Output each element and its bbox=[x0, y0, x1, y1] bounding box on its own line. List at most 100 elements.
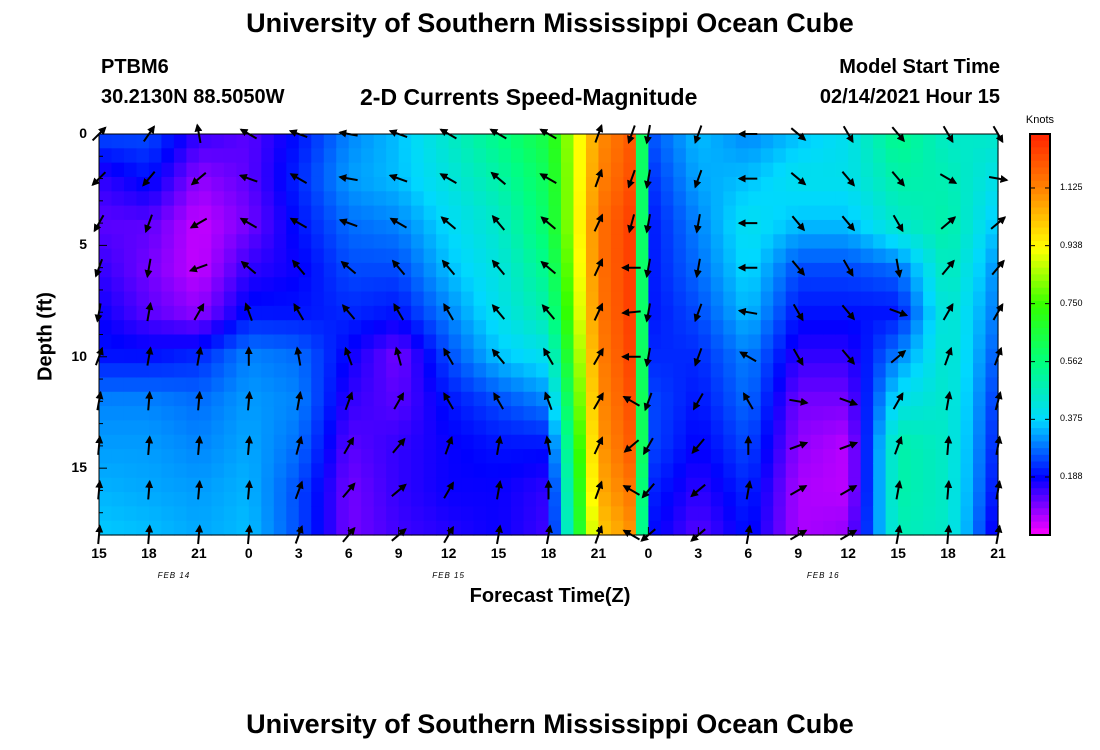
heatmap-cell bbox=[323, 234, 337, 250]
heatmap-cell bbox=[261, 248, 275, 264]
heatmap-cell bbox=[835, 148, 849, 164]
heatmap-cell bbox=[448, 363, 462, 379]
heatmap-cell bbox=[885, 477, 899, 493]
heatmap-cell bbox=[648, 420, 662, 436]
heatmap-cell bbox=[810, 492, 824, 507]
heatmap-cell bbox=[660, 463, 674, 479]
heatmap-cell bbox=[411, 391, 425, 407]
heatmap-cell bbox=[823, 205, 837, 221]
heatmap-cell bbox=[436, 406, 450, 422]
heatmap-cell bbox=[136, 477, 150, 493]
heatmap-cell bbox=[323, 348, 337, 364]
heatmap-cell bbox=[236, 205, 250, 221]
heatmap-cell bbox=[498, 477, 512, 493]
heatmap-cell bbox=[823, 449, 837, 464]
heatmap-cell bbox=[348, 176, 362, 192]
heatmap-cell bbox=[560, 506, 575, 522]
heatmap-cell bbox=[411, 148, 425, 164]
heatmap-cell bbox=[161, 492, 175, 507]
heatmap-cell bbox=[223, 148, 237, 164]
heatmap-cell bbox=[111, 234, 125, 250]
heatmap-cell bbox=[873, 477, 887, 493]
heatmap-cell bbox=[960, 148, 974, 164]
heatmap-cell bbox=[473, 191, 487, 207]
heatmap-cell bbox=[148, 191, 163, 207]
current-arrow bbox=[245, 390, 254, 411]
heatmap-cell bbox=[785, 463, 799, 479]
heatmap-cell bbox=[448, 391, 462, 407]
heatmap-cell bbox=[411, 176, 425, 192]
colorbar-segment bbox=[1030, 474, 1050, 483]
heatmap-cell bbox=[835, 449, 849, 464]
heatmap-cell bbox=[910, 463, 924, 479]
heatmap-cell bbox=[735, 234, 749, 250]
heatmap-cell bbox=[985, 291, 999, 307]
heatmap-cell bbox=[111, 492, 125, 507]
heatmap-cell bbox=[236, 234, 250, 250]
heatmap-cell bbox=[798, 377, 812, 393]
heatmap-cell bbox=[523, 305, 537, 321]
heatmap-cell bbox=[411, 219, 425, 235]
heatmap-cell bbox=[99, 148, 113, 164]
heatmap-cell bbox=[923, 248, 937, 264]
heatmap-cell bbox=[298, 234, 312, 250]
heatmap-cell bbox=[635, 463, 649, 479]
heatmap-cell bbox=[448, 305, 462, 321]
heatmap-cell bbox=[935, 506, 949, 522]
date-label: FEB 14 bbox=[157, 571, 191, 580]
heatmap-cell bbox=[336, 520, 350, 536]
heatmap-cell bbox=[173, 176, 188, 192]
heatmap-cell bbox=[598, 234, 612, 250]
heatmap-cell bbox=[760, 277, 774, 293]
heatmap-cell bbox=[236, 477, 250, 493]
heatmap-cell bbox=[660, 406, 674, 422]
heatmap-cell bbox=[336, 320, 350, 336]
heatmap-cell bbox=[173, 305, 188, 321]
colorbar-segment bbox=[1030, 247, 1050, 255]
heatmap-cell bbox=[685, 334, 699, 350]
current-arrow bbox=[443, 303, 454, 321]
heatmap-cell bbox=[598, 449, 612, 464]
heatmap-cell bbox=[348, 277, 362, 293]
heatmap-cell bbox=[473, 463, 487, 479]
heatmap-cell bbox=[473, 449, 487, 464]
heatmap-cell bbox=[960, 176, 974, 192]
heatmap-cell bbox=[486, 305, 500, 321]
heatmap-cell bbox=[311, 248, 325, 264]
heatmap-cell bbox=[336, 377, 350, 393]
current-arrow bbox=[644, 347, 652, 368]
heatmap-cell bbox=[873, 434, 887, 450]
heatmap-cell bbox=[810, 406, 824, 422]
heatmap-cell bbox=[536, 463, 550, 479]
heatmap-cell bbox=[760, 148, 774, 164]
heatmap-cell bbox=[411, 348, 425, 364]
heatmap-cell bbox=[99, 320, 113, 336]
heatmap-cell bbox=[710, 248, 724, 264]
heatmap-cell bbox=[211, 262, 225, 278]
heatmap-cell bbox=[311, 334, 325, 350]
heatmap-cell bbox=[985, 162, 999, 178]
heatmap-cell bbox=[748, 477, 762, 493]
heatmap-cell bbox=[785, 477, 799, 493]
colorbar-segment bbox=[1030, 314, 1050, 322]
heatmap-cell bbox=[211, 492, 225, 507]
heatmap-cell bbox=[673, 449, 687, 464]
heatmap-cell bbox=[523, 463, 537, 479]
heatmap-cell bbox=[548, 477, 562, 493]
heatmap-cell bbox=[161, 248, 175, 264]
heatmap-cell bbox=[373, 492, 387, 507]
heatmap-cell bbox=[436, 134, 450, 149]
heatmap-cell bbox=[723, 320, 737, 336]
current-arrow bbox=[941, 259, 955, 276]
heatmap-cell bbox=[923, 162, 937, 178]
heatmap-cell bbox=[798, 391, 812, 407]
colorbar-segment bbox=[1030, 134, 1050, 142]
heatmap-cell bbox=[286, 134, 300, 149]
heatmap-cell bbox=[261, 420, 275, 436]
heatmap-cell bbox=[211, 277, 225, 293]
heatmap-cell bbox=[286, 406, 300, 422]
heatmap-cell bbox=[710, 377, 724, 393]
heatmap-cell bbox=[298, 305, 312, 321]
heatmap-cell bbox=[935, 492, 949, 507]
heatmap-cell bbox=[985, 148, 999, 164]
